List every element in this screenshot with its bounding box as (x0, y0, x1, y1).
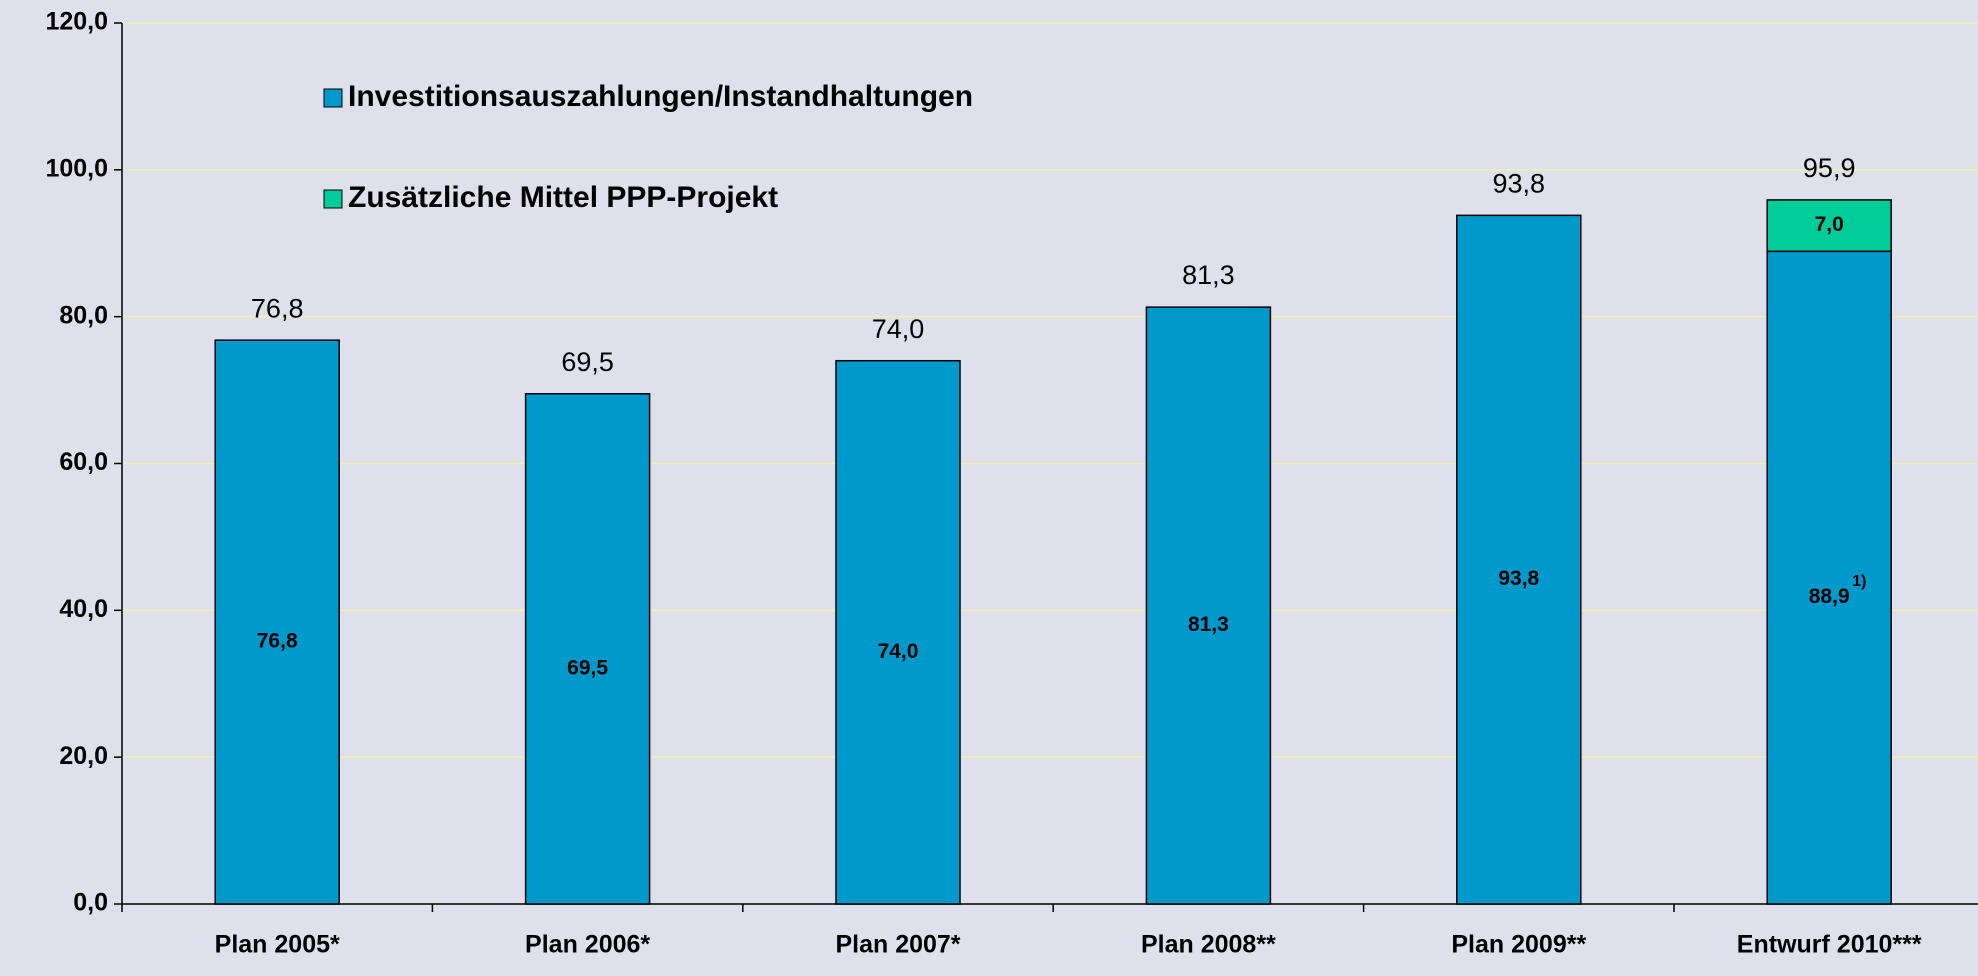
footnote-mark: 1) (1852, 573, 1866, 590)
y-tick-label: 40,0 (59, 595, 108, 623)
y-tick-label: 100,0 (45, 154, 108, 182)
bar-segment (524, 393, 651, 905)
bar-segment (835, 359, 961, 905)
y-tick-label: 120,0 (45, 8, 108, 36)
bar-segment (214, 339, 340, 905)
total-label: 81,3 (1182, 260, 1235, 290)
bar-segment (1766, 250, 1892, 905)
total-label: 74,0 (872, 314, 925, 344)
x-tick-label: Plan 2008** (1141, 931, 1276, 959)
total-label: 76,8 (251, 293, 304, 323)
x-tick-label: Plan 2006* (525, 931, 650, 959)
value-label: 93,8 (1498, 567, 1539, 590)
total-label: 93,8 (1493, 168, 1546, 198)
y-tick-label: 20,0 (59, 742, 108, 770)
legend-label: Zusätzliche Mittel PPP-Projekt (348, 181, 778, 214)
value-label: 76,8 (257, 630, 298, 653)
value-label: 88,9 (1809, 585, 1850, 608)
total-label: 69,5 (561, 347, 614, 377)
x-tick-label: Plan 2005* (215, 931, 340, 959)
x-tick-label: Plan 2009** (1451, 931, 1586, 959)
legend-label: Investitionsauszahlungen/Instandhaltunge… (348, 80, 973, 113)
value-label: 74,0 (878, 640, 919, 663)
bar-segment (1766, 199, 1892, 253)
y-tick-label: 80,0 (59, 301, 108, 329)
value-label: 81,3 (1188, 613, 1229, 636)
bar-segment (1456, 214, 1582, 905)
value-label: 7,0 (1815, 213, 1844, 236)
value-label: 69,5 (567, 656, 608, 679)
y-tick-label: 60,0 (59, 448, 108, 476)
legend-swatch (323, 189, 343, 209)
legend-swatch (323, 88, 343, 108)
y-tick-label: 0,0 (73, 889, 108, 917)
x-tick-label: Plan 2007* (835, 931, 960, 959)
total-label: 95,9 (1803, 153, 1856, 183)
x-tick-label: Entwurf 2010*** (1737, 931, 1922, 959)
bar-segment (1145, 306, 1272, 905)
